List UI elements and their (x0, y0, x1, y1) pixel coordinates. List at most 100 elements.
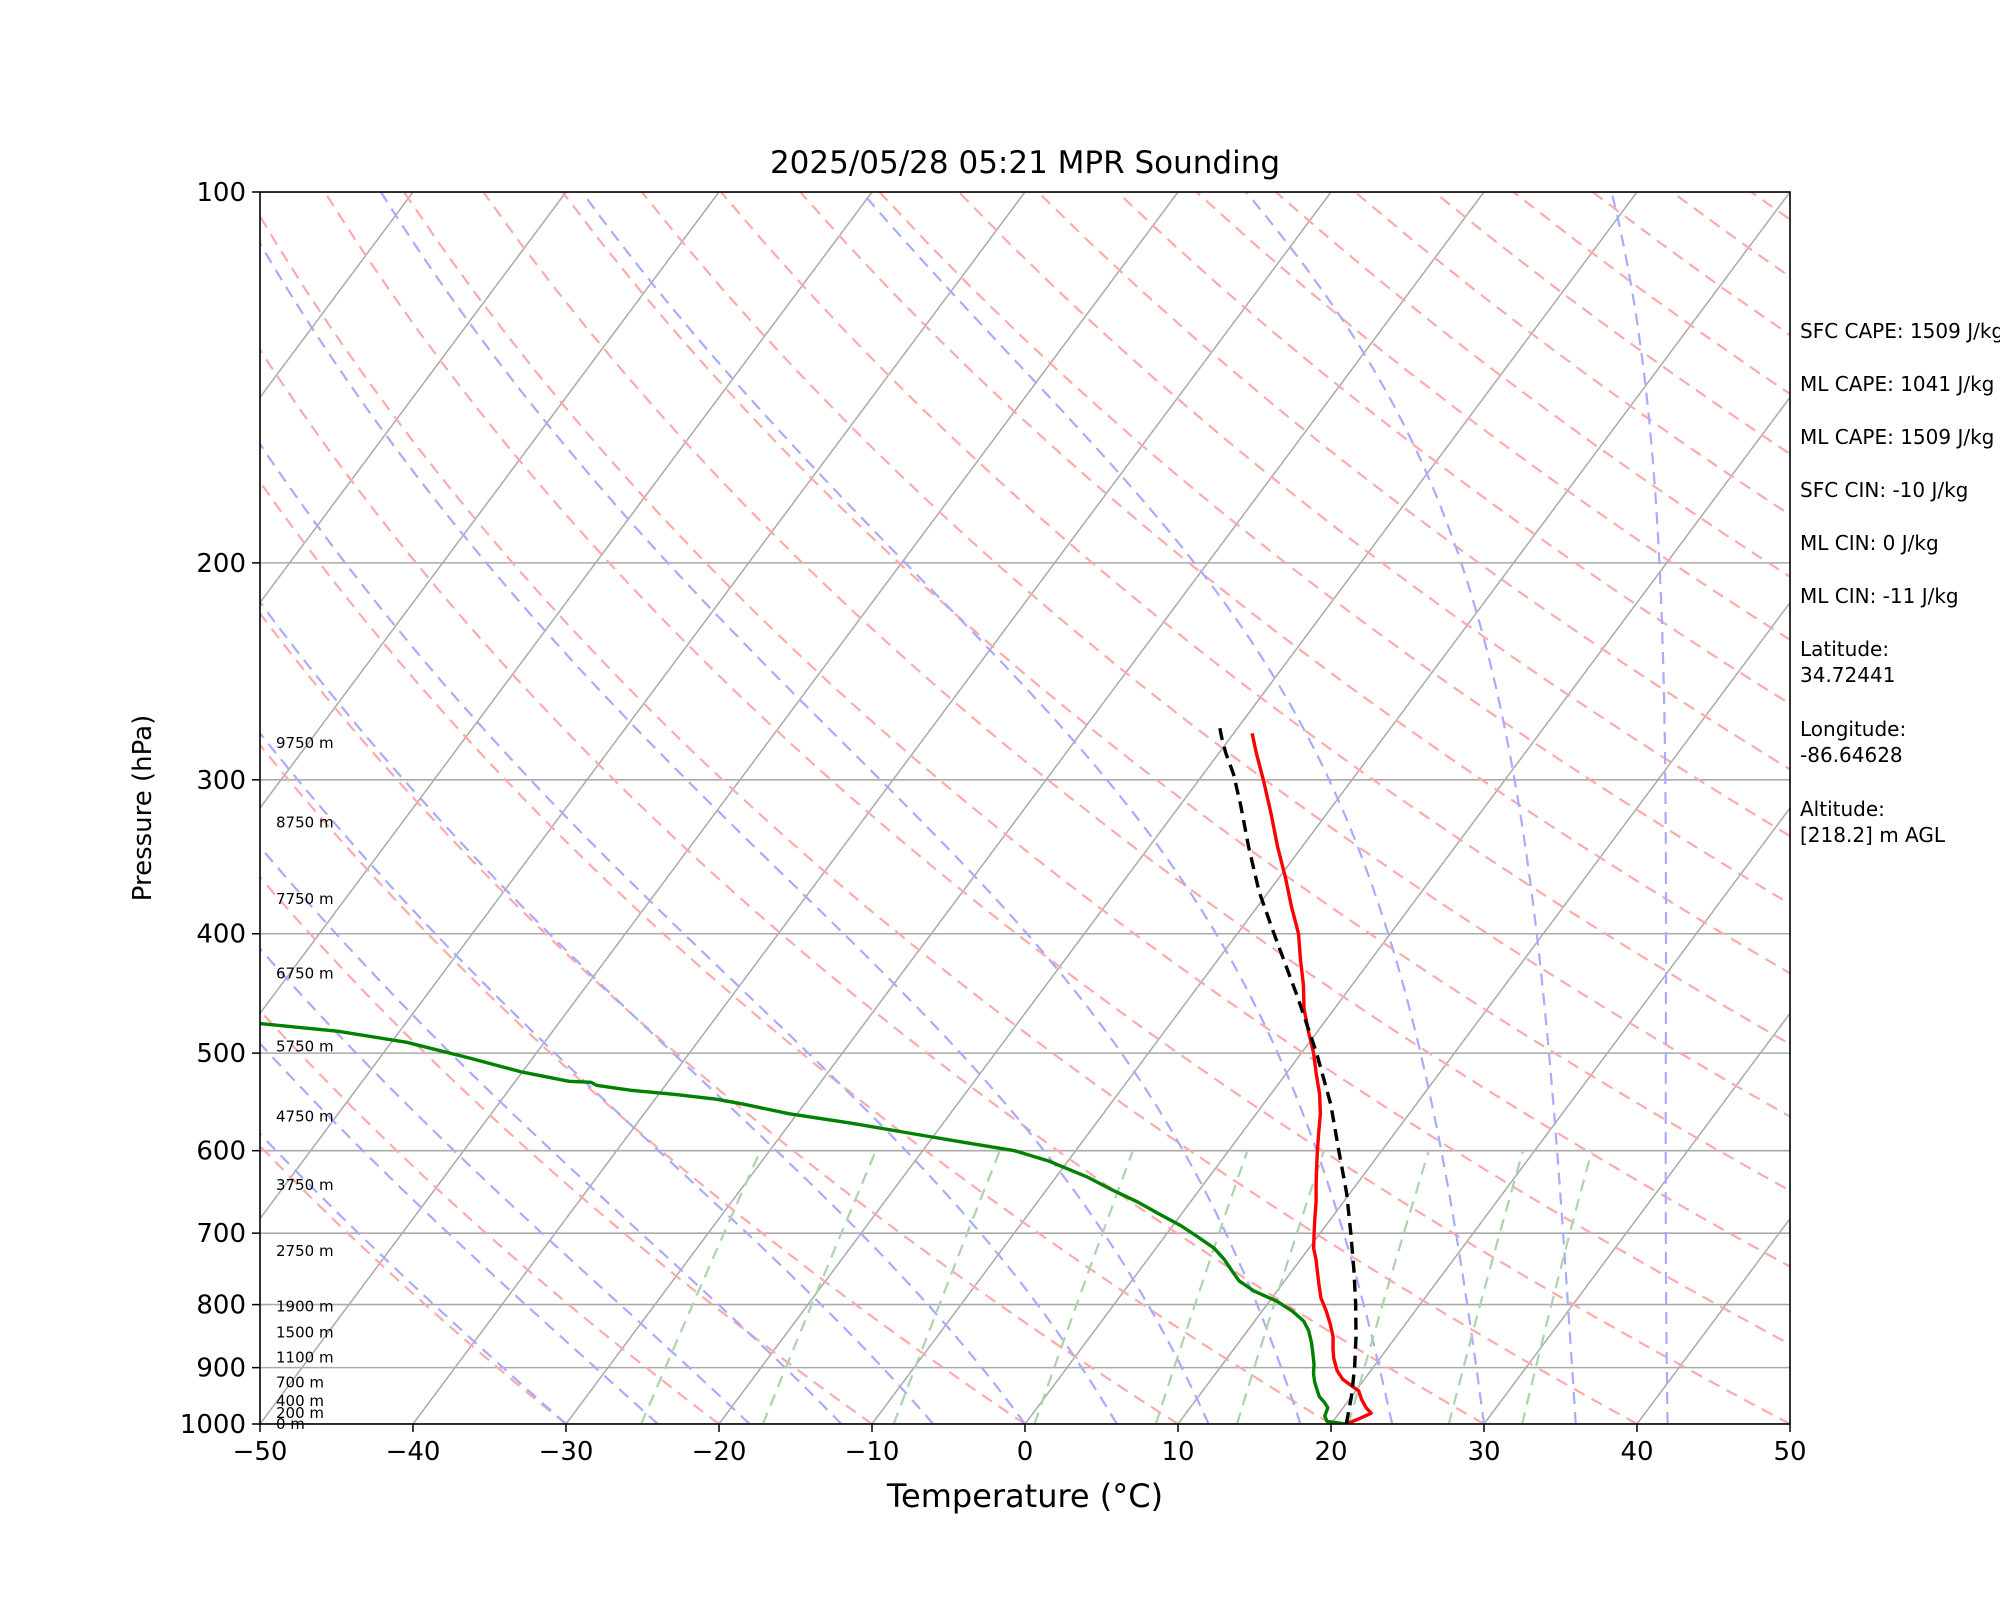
x-tick-label: 30 (1467, 1437, 1500, 1467)
dry-adiabat-line (482, 192, 1790, 1268)
height-label: 7750 m (276, 890, 334, 908)
dry-adiabat-line (1037, 192, 1790, 771)
x-tick-label: 50 (1773, 1437, 1806, 1467)
dry-adiabat-line (957, 192, 1790, 838)
dry-adiabat-line (878, 192, 1790, 906)
x-axis: −50 −40 −30 −20 −10 0 10 20 30 40 50 (233, 1424, 1807, 1467)
dry-adiabat-line (260, 1144, 567, 1424)
height-label: 1900 m (276, 1298, 334, 1316)
dry-adiabat-line (403, 192, 1790, 1346)
x-axis-label: Temperature (°C) (886, 1477, 1163, 1515)
dry-adiabat-line (260, 214, 1638, 1424)
y-tick-label: 800 (196, 1291, 246, 1321)
isotherm-line (871, 192, 1790, 1424)
height-label: 2750 m (276, 1242, 334, 1260)
mixing-ratio-line (1033, 1150, 1134, 1424)
y-tick-label: 900 (196, 1354, 246, 1384)
x-tick-label: −40 (386, 1437, 441, 1467)
dry-adiabat-line (323, 192, 1790, 1424)
x-tick-label: −20 (692, 1437, 747, 1467)
moist-adiabat-line (260, 241, 1210, 1424)
height-label: 700 m (276, 1373, 324, 1391)
isotherm-line (1024, 396, 1790, 1424)
isotherm-line (718, 192, 1638, 1424)
moist-adiabat-line (1610, 192, 1669, 1424)
mixing-ratio-line (1521, 1150, 1593, 1424)
isotherm-line (1330, 806, 1790, 1424)
height-label: 1100 m (276, 1348, 334, 1366)
height-label: 5750 m (276, 1038, 334, 1056)
x-tick-label: 0 (1017, 1437, 1034, 1467)
y-tick-label: 600 (196, 1137, 246, 1167)
moist-adiabat-line (1245, 192, 1577, 1424)
isotherm-line (1483, 1012, 1790, 1424)
height-label: 9750 m (276, 734, 334, 752)
sounding-series (260, 727, 1373, 1424)
mixing-ratio-line (640, 1150, 762, 1424)
x-tick-label: 10 (1161, 1437, 1194, 1467)
height-label: 6750 m (276, 965, 334, 983)
x-tick-label: −30 (539, 1437, 594, 1467)
dry-adiabat-line (260, 480, 1332, 1424)
background-lines (260, 192, 1790, 1424)
x-tick-label: 40 (1620, 1437, 1653, 1467)
y-axis: 1000 900 800 700 600 500 400 300 200 100 (180, 178, 260, 1440)
mixing-ratio-line (1447, 1150, 1525, 1424)
moist-adiabat-line (260, 1041, 659, 1424)
stat-label: SFC CIN: -10 J/kg (1800, 478, 1969, 502)
y-tick-label: 500 (196, 1039, 246, 1069)
mixing-ratio-line (892, 1150, 1001, 1424)
parcel-profile-line (1218, 727, 1358, 1424)
y-tick-label: 200 (196, 549, 246, 579)
y-tick-label: 300 (196, 766, 246, 796)
height-label: 400 m (276, 1392, 324, 1410)
moist-adiabat-line (260, 1132, 567, 1424)
isotherm-line (260, 192, 873, 1015)
stat-label: ML CIN: -11 J/kg (1800, 584, 1959, 608)
isotherm-line (1177, 601, 1790, 1424)
dry-adiabat-line (260, 611, 1179, 1424)
y-tick-label: 100 (196, 178, 246, 208)
dewpoint-profile-line (260, 1021, 1347, 1424)
stat-label: SFC CAPE: 1509 J/kg (1800, 319, 2000, 343)
stat-label: Longitude: -86.64628 (1800, 717, 1907, 767)
temperature-profile-line (1250, 732, 1373, 1424)
isotherm-line (260, 192, 567, 604)
moist-adiabat-line (260, 600, 1026, 1424)
stat-label: Altitude: [218.2] m AGL (1800, 797, 1946, 847)
mixing-ratio-line (1235, 1150, 1325, 1424)
isotherm-line (260, 192, 1026, 1220)
dry-adiabat-line (260, 1009, 720, 1424)
mixing-ratio-line (1154, 1150, 1249, 1424)
moist-adiabat-line (260, 947, 751, 1424)
y-tick-label: 700 (196, 1219, 246, 1249)
dry-adiabat-line (640, 192, 1790, 1118)
y-tick-label: 1000 (180, 1410, 246, 1440)
x-tick-label: −10 (845, 1437, 900, 1467)
mixing-ratio-line (1347, 1150, 1430, 1424)
isotherm-line (260, 192, 1179, 1424)
mixing-ratio-line (761, 1150, 877, 1424)
isotherm-line (565, 192, 1485, 1424)
chart-title: 2025/05/28 05:21 MPR Sounding (770, 145, 1280, 181)
isotherm-line (260, 192, 720, 810)
height-label: 1500 m (276, 1324, 334, 1342)
height-label: 8750 m (276, 814, 334, 832)
height-label: 4750 m (276, 1108, 334, 1126)
dry-adiabat-line (260, 743, 1026, 1424)
isotherm-line (412, 192, 1332, 1424)
moist-adiabat-line (581, 192, 1394, 1424)
stat-label: ML CAPE: 1509 J/kg (1800, 425, 1995, 449)
y-axis-label: Pressure (hPa) (128, 715, 158, 902)
stat-label: ML CAPE: 1041 J/kg (1800, 372, 1995, 396)
dry-adiabat-line (561, 192, 1790, 1192)
x-tick-label: 20 (1314, 1437, 1347, 1467)
dry-adiabat-line (260, 347, 1485, 1424)
height-label: 3750 m (276, 1176, 334, 1194)
stat-label: Latitude: 34.72441 (1800, 637, 1896, 687)
moist-adiabat-line (260, 844, 843, 1424)
height-label: 200 m (276, 1404, 324, 1422)
stat-label: ML CIN: 0 J/kg (1800, 531, 1939, 555)
